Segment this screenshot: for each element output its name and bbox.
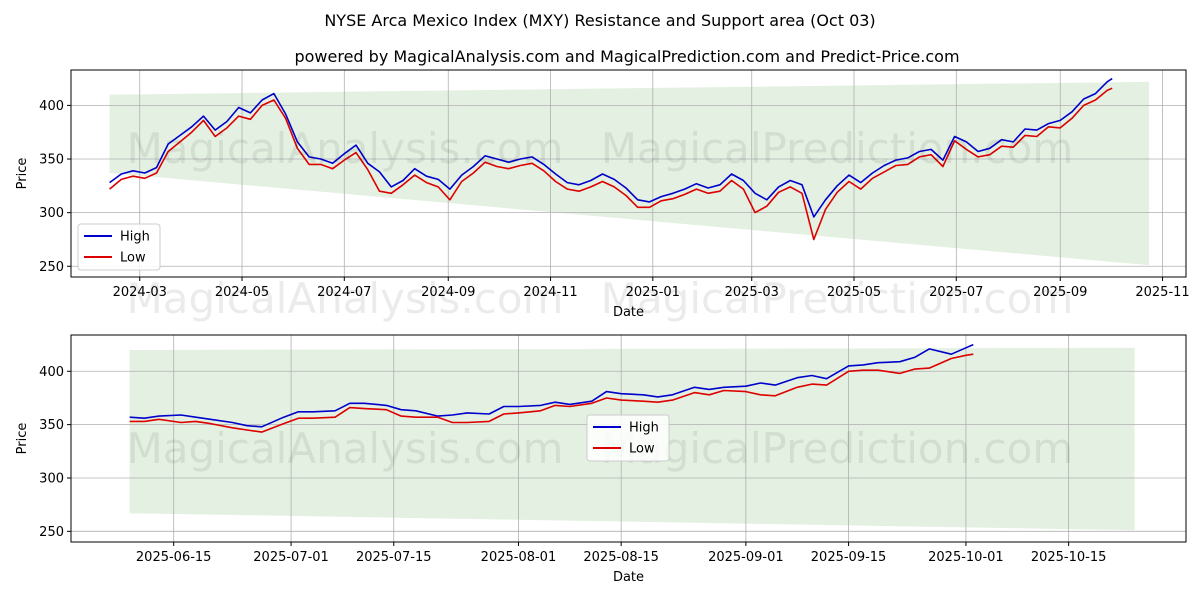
x-tick-label: 2025-07-01 [253, 550, 329, 565]
legend-label-low: Low [120, 251, 146, 266]
y-tick-label: 300 [39, 471, 64, 486]
x-tick-label: 2025-07-15 [356, 550, 432, 565]
x-tick-label: 2025-05 [827, 285, 881, 300]
x-tick-label: 2024-09 [421, 285, 475, 300]
x-tick-label: 2025-01 [626, 285, 680, 300]
chart-title: NYSE Arca Mexico Index (MXY) Resistance … [324, 11, 875, 30]
x-tick-label: 2025-09-01 [708, 550, 784, 565]
watermark-text: MagicalPrediction.com [601, 124, 1074, 173]
x-tick-label: 2025-10-01 [928, 550, 1004, 565]
legend: High Low [586, 414, 670, 462]
x-axis-label: Date [613, 570, 644, 585]
x-tick-label: 2024-05 [215, 285, 269, 300]
watermark-text: MagicalPrediction.com [601, 424, 1074, 473]
y-tick-label: 350 [39, 153, 64, 168]
x-tick-label: 2025-07 [929, 285, 983, 300]
x-axis-label: Date [613, 305, 644, 320]
x-tick-label: 2025-08-15 [583, 550, 659, 565]
x-tick-label: 2025-08-01 [481, 550, 557, 565]
x-tick-label: 2024-07 [317, 285, 371, 300]
y-tick-label: 350 [39, 418, 64, 433]
legend: High Low [77, 223, 161, 271]
legend-label-high: High [120, 230, 150, 245]
x-tick-label: 2025-06-15 [136, 550, 212, 565]
watermark-text: MagicalAnalysis.com [127, 274, 564, 323]
chart-panel-2: MagicalAnalysis.com MagicalPrediction.com… [15, 334, 1187, 585]
watermark-text: MagicalPrediction.com [601, 274, 1074, 323]
x-tick-label: 2025-10-15 [1031, 550, 1107, 565]
y-tick-label: 400 [39, 365, 64, 380]
chart-panel-1: MagicalAnalysis.com MagicalPrediction.com… [15, 69, 1190, 323]
x-tick-label: 2025-09 [1033, 285, 1087, 300]
y-tick-label: 250 [39, 525, 64, 540]
watermark-text: MagicalAnalysis.com [127, 424, 564, 473]
resistance-support-band [109, 81, 1150, 266]
x-tick-label: 2025-11 [1135, 285, 1189, 300]
x-tick-label: 2024-03 [113, 285, 167, 300]
legend-label-high: High [629, 421, 659, 436]
chart-subtitle: powered by MagicalAnalysis.com and Magic… [294, 47, 959, 66]
x-tick-label: 2024-11 [523, 285, 577, 300]
y-axis-label: Price [15, 423, 30, 455]
series-line-high [109, 77, 1113, 218]
plot-frame [70, 69, 1187, 278]
plot-frame [70, 334, 1187, 543]
legend-label-low: Low [629, 442, 655, 457]
y-tick-label: 300 [39, 206, 64, 221]
x-tick-label: 2025-09-15 [811, 550, 887, 565]
x-tick-label: 2025-03 [725, 285, 779, 300]
y-tick-label: 250 [39, 260, 64, 275]
series-line-low [129, 353, 974, 433]
y-tick-label: 400 [39, 99, 64, 114]
series-line-high [129, 343, 974, 428]
y-axis-label: Price [15, 158, 30, 190]
watermark-text: MagicalAnalysis.com [127, 124, 564, 173]
series-line-low [109, 87, 1113, 241]
